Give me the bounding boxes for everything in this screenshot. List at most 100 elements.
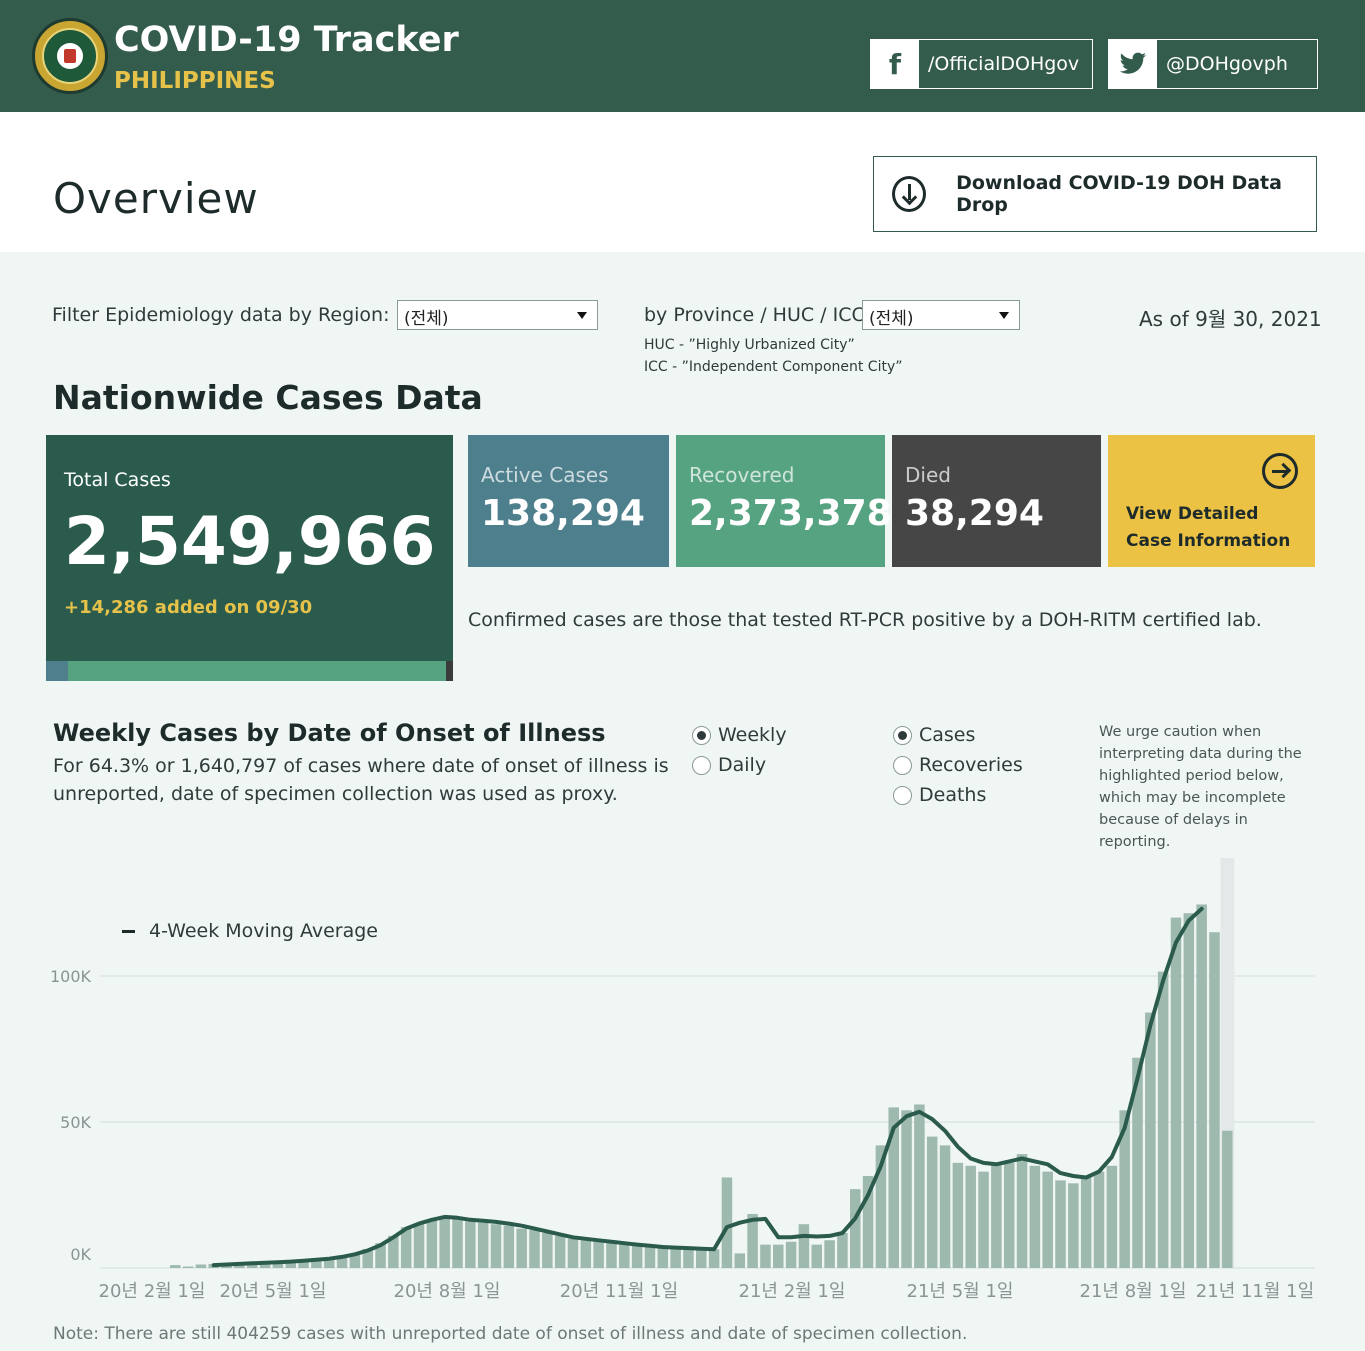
died-share-bar bbox=[446, 661, 453, 681]
died-card: Died 38,294 bbox=[892, 435, 1101, 567]
radio-cases[interactable]: Cases bbox=[893, 724, 975, 746]
radio-unselected-icon bbox=[692, 755, 711, 775]
bar bbox=[798, 1224, 810, 1268]
bar bbox=[619, 1244, 630, 1268]
bar bbox=[683, 1248, 694, 1268]
x-tick-label: 20년 8월 1일 bbox=[394, 1281, 501, 1302]
twitter-link[interactable]: @DOHgovph bbox=[1108, 39, 1318, 89]
bar bbox=[529, 1230, 540, 1268]
radio-daily-label: Daily bbox=[718, 754, 767, 776]
bar bbox=[1170, 917, 1182, 1268]
bar bbox=[1157, 971, 1169, 1268]
app-subtitle: PHILIPPINES bbox=[114, 68, 276, 94]
radio-recoveries-label: Recoveries bbox=[919, 754, 1023, 776]
x-tick-label: 21년 8월 1일 bbox=[1080, 1281, 1187, 1302]
bar bbox=[195, 1264, 207, 1268]
bar bbox=[901, 1110, 912, 1268]
x-tick-label: 20년 5월 1일 bbox=[220, 1281, 327, 1302]
bar bbox=[1145, 1012, 1156, 1268]
bar bbox=[439, 1216, 450, 1268]
bar bbox=[259, 1261, 271, 1268]
recovered-card: Recovered 2,373,378 bbox=[676, 435, 892, 567]
radio-recoveries[interactable]: Recoveries bbox=[893, 754, 1023, 776]
bar bbox=[375, 1243, 386, 1268]
bar bbox=[888, 1107, 899, 1268]
arrow-right-circle-icon bbox=[1262, 453, 1298, 489]
bar bbox=[747, 1213, 758, 1268]
active-share-bar bbox=[46, 661, 68, 681]
died-label: Died bbox=[905, 463, 951, 487]
bar bbox=[490, 1224, 502, 1268]
bar bbox=[336, 1256, 348, 1268]
bar bbox=[1055, 1180, 1066, 1268]
icc-note: ICC - ”Independent Component City” bbox=[644, 359, 903, 375]
bar bbox=[824, 1240, 835, 1268]
bar bbox=[542, 1232, 553, 1268]
bar bbox=[773, 1244, 784, 1268]
bar bbox=[1106, 1165, 1118, 1268]
bar bbox=[657, 1247, 669, 1268]
bar bbox=[978, 1171, 989, 1268]
app-title: COVID-19 Tracker bbox=[114, 20, 459, 60]
bar bbox=[644, 1246, 656, 1268]
bar bbox=[400, 1227, 412, 1268]
bar bbox=[760, 1244, 771, 1268]
x-tick-label: 21년 11월 1일 bbox=[1196, 1281, 1314, 1302]
bar bbox=[272, 1261, 284, 1268]
radio-deaths-label: Deaths bbox=[919, 784, 987, 806]
bar bbox=[285, 1260, 296, 1268]
radio-weekly[interactable]: Weekly bbox=[692, 724, 787, 746]
bar bbox=[785, 1241, 797, 1268]
bar bbox=[182, 1266, 194, 1268]
province-select-value: (전체) bbox=[869, 309, 914, 329]
footer-note: Note: There are still 404259 cases with … bbox=[53, 1324, 968, 1344]
y-tick-label: 50K bbox=[60, 1113, 91, 1132]
bar bbox=[593, 1241, 604, 1268]
bar bbox=[849, 1189, 861, 1268]
bar bbox=[298, 1259, 309, 1268]
bar bbox=[862, 1176, 874, 1268]
recovered-label: Recovered bbox=[689, 463, 795, 487]
bar bbox=[362, 1249, 373, 1268]
bar bbox=[503, 1225, 515, 1268]
bar bbox=[426, 1219, 438, 1268]
total-cases-value: 2,549,966 bbox=[64, 503, 436, 580]
bar bbox=[670, 1248, 681, 1268]
bar bbox=[452, 1218, 463, 1268]
page-title: Overview bbox=[53, 174, 259, 223]
x-tick-label: 20년 11월 1일 bbox=[560, 1281, 678, 1302]
overview-band: Overview Download COVID-19 DOH Data Drop bbox=[0, 112, 1365, 252]
view-detailed-info-button[interactable]: View Detailed Case Information bbox=[1108, 435, 1315, 567]
moving-average-line bbox=[211, 906, 1204, 1268]
bar bbox=[1080, 1177, 1092, 1268]
chevron-down-icon bbox=[577, 312, 587, 319]
bar bbox=[349, 1253, 361, 1268]
y-tick-label: 0K bbox=[70, 1245, 91, 1264]
bar bbox=[696, 1249, 707, 1268]
bar bbox=[1119, 1110, 1130, 1268]
bar bbox=[1183, 913, 1195, 1268]
died-value: 38,294 bbox=[905, 493, 1044, 534]
y-tick-label: 100K bbox=[50, 967, 92, 986]
radio-deaths[interactable]: Deaths bbox=[893, 784, 986, 806]
bar bbox=[413, 1224, 425, 1268]
province-select[interactable]: (전체) bbox=[862, 300, 1020, 330]
download-data-drop-button[interactable]: Download COVID-19 DOH Data Drop bbox=[873, 156, 1317, 232]
weekly-cases-chart[interactable]: 0K 50K 100K 20년 2월 1일 20년 5월 1일 20년 8월 1일 20년 … bbox=[0, 850, 1365, 1320]
bar bbox=[1068, 1183, 1079, 1268]
bar bbox=[1042, 1171, 1053, 1268]
bar bbox=[939, 1145, 951, 1268]
region-select[interactable]: (전체) bbox=[397, 300, 598, 330]
twitter-handle: @DOHgovph bbox=[1166, 53, 1288, 75]
region-select-value: (전체) bbox=[404, 309, 449, 329]
region-filter-label: Filter Epidemiology data by Region: bbox=[52, 304, 390, 326]
facebook-link[interactable]: f /OfficialDOHgov bbox=[870, 39, 1093, 89]
bar bbox=[965, 1165, 976, 1268]
facebook-icon: f bbox=[871, 40, 919, 88]
x-tick-label: 21년 2월 1일 bbox=[739, 1281, 846, 1302]
app-header: COVID-19 Tracker PHILIPPINES f /Official… bbox=[0, 0, 1365, 112]
radio-daily[interactable]: Daily bbox=[692, 754, 766, 776]
bar bbox=[1132, 1057, 1143, 1268]
download-icon bbox=[892, 176, 927, 212]
total-cases-label: Total Cases bbox=[64, 469, 171, 491]
